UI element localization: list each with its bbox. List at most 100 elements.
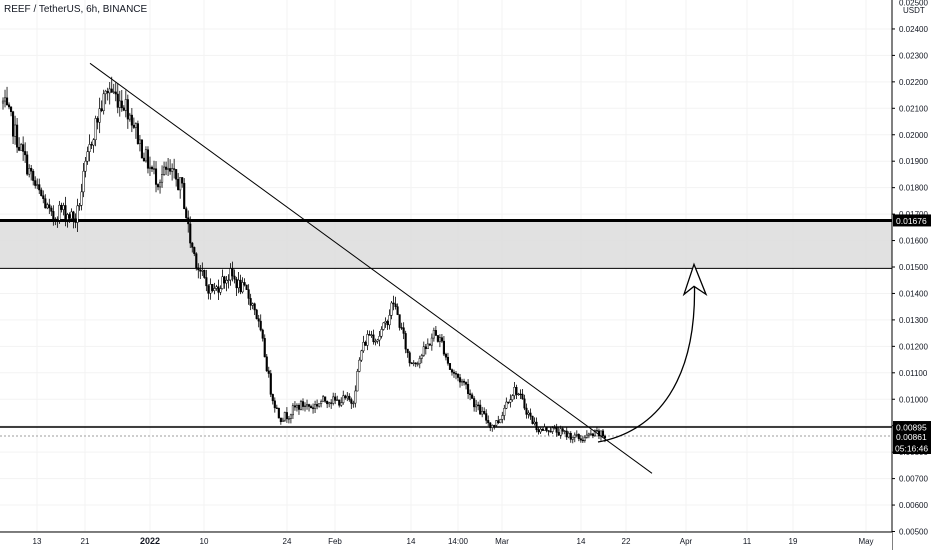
candle-body (380, 329, 383, 337)
time-tick-label: Feb (328, 537, 342, 546)
candle-body (223, 276, 226, 284)
candle-body (275, 407, 278, 409)
candle-body (86, 151, 89, 162)
candle-body (501, 415, 504, 420)
candle-body (370, 334, 373, 336)
price-tick-label: 0.01000 (899, 395, 928, 404)
candle-body (539, 428, 542, 433)
candle-body (179, 177, 182, 191)
candle-body (44, 198, 47, 209)
price-tick-label: 0.00700 (899, 475, 928, 484)
candle-body (221, 276, 224, 289)
candle-body (525, 407, 528, 415)
candle-body (513, 387, 516, 396)
candle-body (301, 401, 305, 407)
candle-body (293, 405, 296, 408)
candle-body (585, 434, 588, 438)
candle-body (352, 402, 355, 405)
time-tick-label: 19 (789, 537, 798, 546)
candle-body (283, 412, 286, 421)
candle-body (64, 205, 67, 220)
candle-body (303, 405, 307, 408)
candle-body (12, 111, 15, 137)
candle-body (483, 411, 486, 414)
candle-body (267, 370, 270, 374)
candle-body (171, 168, 174, 172)
candle-body (332, 396, 335, 404)
currency-label: USDT (903, 6, 925, 15)
last-price-tag: 0.00861 (896, 432, 927, 442)
candle-body (114, 91, 117, 95)
candle-body (124, 99, 127, 111)
candle-body (38, 184, 41, 191)
candle-body (489, 422, 492, 428)
price-tick-label: 0.01600 (899, 237, 928, 246)
candle-body (479, 404, 482, 415)
candle-body (181, 177, 184, 184)
candle-body (163, 166, 166, 175)
candle-body (247, 289, 250, 299)
candle-body (521, 393, 524, 400)
candle-body (277, 407, 280, 419)
candle-body (406, 348, 409, 353)
candle-body (120, 100, 123, 109)
candle-body (465, 382, 468, 385)
downtrend-line (89, 62, 653, 474)
candle-body (467, 384, 470, 394)
support-price-tag-box (893, 421, 931, 434)
candle-body (132, 124, 135, 128)
candle-body (523, 398, 526, 409)
candle-body (32, 170, 35, 181)
candle-body (52, 211, 55, 220)
price-axis[interactable]: 0.02400 0.02300 0.02200 0.02100 0.02000 0.019… (891, 0, 932, 550)
candle-body (469, 393, 472, 396)
candle-body (342, 395, 345, 403)
candle-body (434, 330, 437, 336)
candle-body (424, 346, 427, 350)
candle-body (398, 314, 401, 328)
candle-body (388, 315, 391, 326)
candle-body (569, 433, 572, 440)
candle-body (386, 321, 389, 326)
candle-body (507, 401, 510, 404)
candle-body (66, 214, 69, 220)
candle-body (376, 339, 379, 342)
candle-body (193, 247, 196, 254)
candle-body (366, 334, 369, 346)
candle-body (591, 433, 594, 436)
chart-title: REEF / TetherUS, 6h, BINANCE (4, 4, 148, 15)
candle-body (378, 335, 381, 341)
candle-body (491, 425, 494, 428)
candle-body (328, 402, 331, 405)
candle-body (211, 284, 214, 291)
candle-body (142, 157, 145, 162)
candle-body (62, 205, 65, 210)
support-price-tag: 0.00895 (896, 423, 927, 433)
candle-body (191, 242, 194, 248)
candle-body (173, 168, 176, 170)
candle-body (74, 218, 77, 223)
candle-body (350, 399, 353, 404)
price-tick-label: 0.02200 (899, 78, 928, 87)
candle-body (50, 207, 53, 212)
candle-body (444, 353, 447, 358)
candle-body (265, 356, 268, 372)
projection-arrow-head (682, 262, 708, 297)
candle-body (531, 415, 534, 424)
candle-body (108, 88, 111, 94)
candle-body (148, 166, 152, 169)
candle-body (161, 174, 164, 183)
candle-body (432, 330, 435, 339)
candle-body (362, 341, 365, 352)
candles (1, 76, 607, 444)
candle-body (229, 268, 232, 281)
candle-body (189, 223, 192, 244)
time-axis[interactable]: 13 21 2022 10 24 Feb 14 14:00 Mar 14 22 Apr 11 19 May (0, 531, 892, 550)
candle-body (110, 88, 113, 93)
time-tick-label: 10 (200, 537, 209, 546)
candle-body (195, 253, 198, 268)
price-tick-label: 0.01200 (899, 342, 928, 351)
candle-body (197, 267, 200, 271)
